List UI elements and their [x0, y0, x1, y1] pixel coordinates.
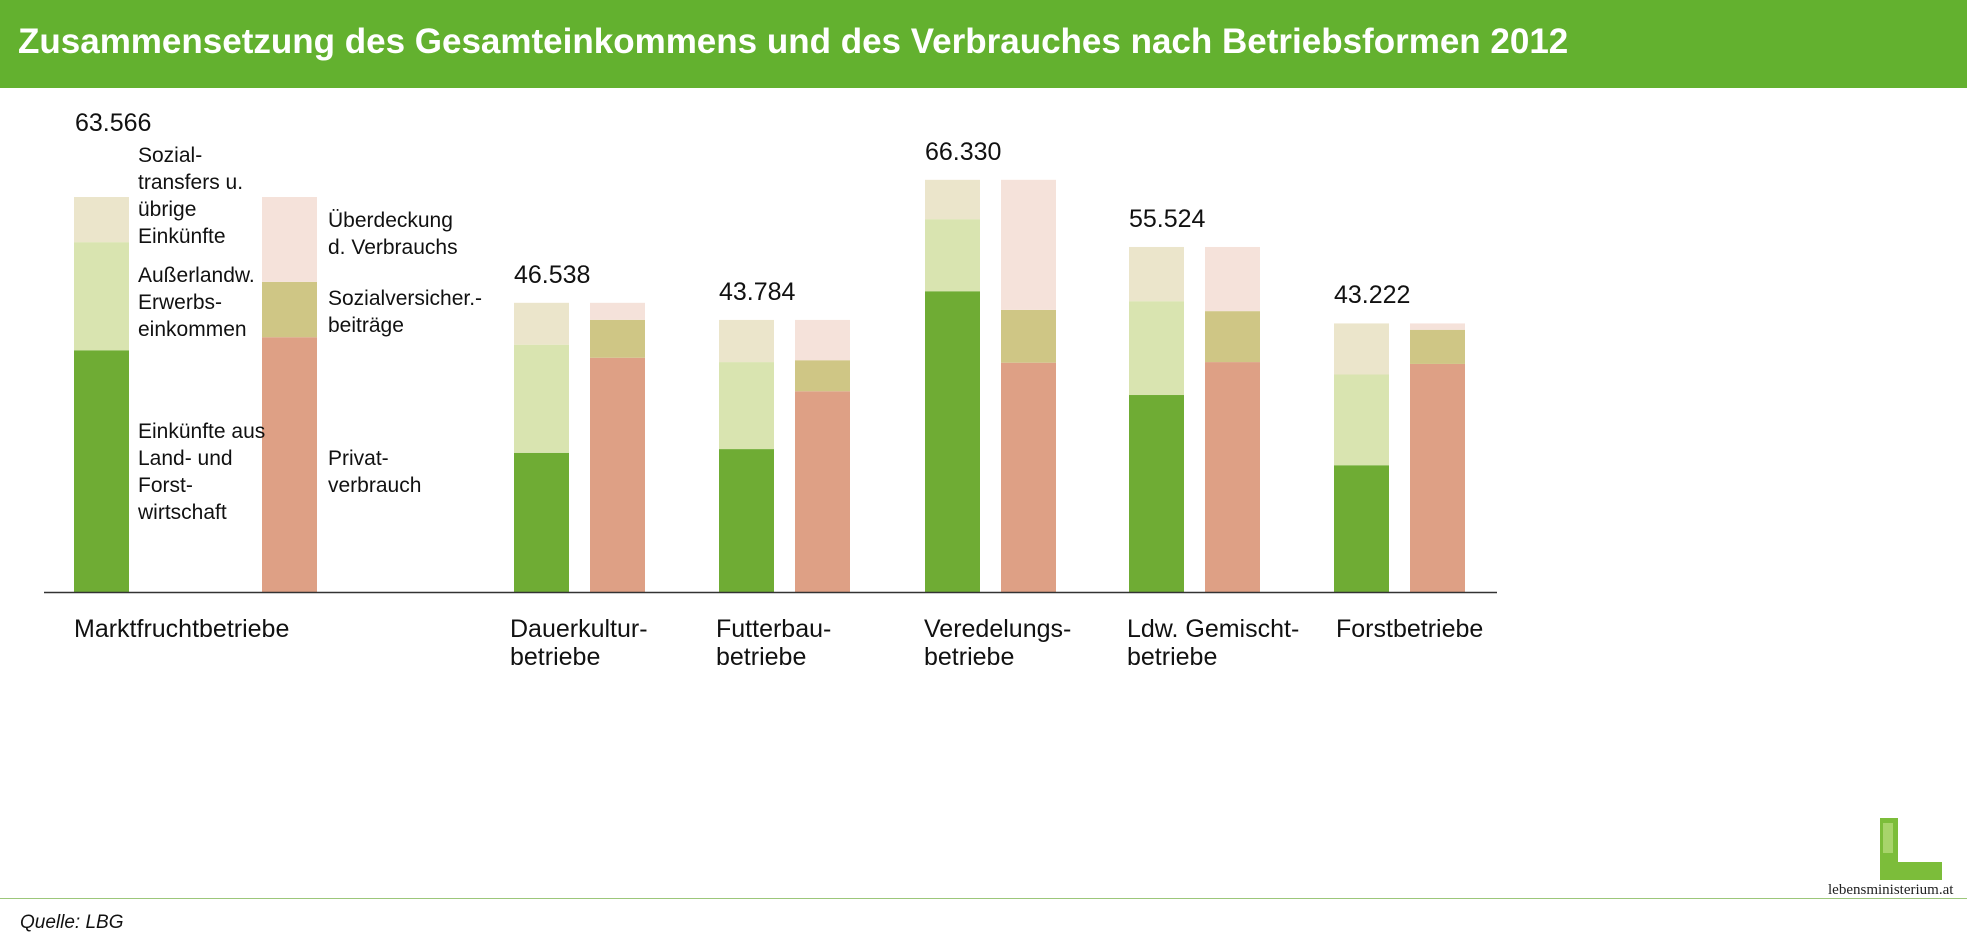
income-annotation: Außerlandw.: [138, 264, 255, 287]
total-label: 43.222: [1334, 281, 1411, 310]
consumption-annotation: Privat-: [328, 447, 389, 470]
category-label: betriebe: [1127, 643, 1218, 671]
income-bar-segment: [514, 302, 569, 345]
income-bar-segment: [1334, 374, 1389, 466]
income-bar-segment: [514, 452, 569, 592]
income-bar-segment: [1334, 323, 1389, 375]
category-label: betriebe: [924, 643, 1015, 671]
income-bar-segment: [1129, 395, 1184, 592]
income-bar-segment: [74, 197, 129, 243]
consumption-annotation: beiträge: [328, 314, 404, 337]
consumption-bar-segment: [1001, 179, 1056, 310]
category-label: Forstbetriebe: [1336, 615, 1484, 643]
consumption-bar-segment: [795, 391, 850, 592]
consumption-bar-segment: [262, 337, 317, 592]
income-annotation: wirtschaft: [138, 501, 227, 524]
total-label: 46.538: [514, 260, 591, 289]
income-bar-segment: [925, 179, 980, 220]
income-bar-segment: [719, 362, 774, 450]
income-bar-segment: [1129, 246, 1184, 302]
total-label: 43.784: [719, 277, 796, 306]
income-annotation: Land- und: [138, 447, 233, 470]
footer-divider: [0, 898, 1967, 899]
income-annotation: übrige: [138, 198, 197, 221]
income-bar-segment: [74, 242, 129, 351]
consumption-annotation: d. Verbrauchs: [328, 236, 458, 259]
income-bar-segment: [925, 219, 980, 292]
consumption-bar-segment: [795, 319, 850, 361]
income-annotation: Sozial-: [138, 144, 203, 167]
income-annotation: Forst-: [138, 474, 193, 497]
consumption-annotation: Überdeckung: [328, 209, 453, 232]
category-label: Futterbau-: [716, 615, 832, 643]
category-label: betriebe: [510, 643, 601, 671]
consumption-bar-segment: [1001, 362, 1056, 592]
income-bar-segment: [719, 319, 774, 363]
chart-title: Zusammensetzung des Gesamteinkommens und…: [18, 22, 1569, 61]
consumption-bar-segment: [1205, 362, 1260, 592]
consumption-bar-segment: [262, 197, 317, 282]
consumption-bar-segment: [1205, 311, 1260, 363]
consumption-bar-segment: [795, 360, 850, 392]
income-annotation: Erwerbs-: [138, 291, 223, 314]
logo-icon: [1880, 818, 1942, 880]
income-bar-segment: [1129, 301, 1184, 396]
category-label: Veredelungs-: [924, 615, 1072, 643]
category-label: Ldw. Gemischt-: [1127, 615, 1300, 643]
consumption-bar-segment: [1410, 363, 1465, 592]
income-bar-segment: [719, 449, 774, 592]
source-note: Quelle: LBG: [20, 912, 124, 933]
category-label: betriebe: [716, 643, 807, 671]
income-annotation: Einkünfte aus: [138, 420, 266, 443]
total-label: 63.566: [75, 109, 152, 137]
consumption-annotation: verbrauch: [328, 474, 422, 497]
income-annotation: transfers u.: [138, 171, 244, 194]
consumption-bar-segment: [590, 357, 645, 592]
logo-text: lebensministerium.at: [1828, 882, 1954, 898]
income-annotation: einkommen: [138, 318, 247, 341]
total-label: 55.524: [1129, 204, 1206, 233]
income-annotation: Einkünfte: [138, 225, 226, 248]
income-bar-segment: [514, 344, 569, 453]
income-bar-segment: [74, 350, 129, 592]
consumption-annotation: Sozialversicher.-: [328, 287, 483, 310]
consumption-bar-segment: [1001, 309, 1056, 363]
consumption-bar-segment: [590, 319, 645, 358]
consumption-bar-segment: [590, 302, 645, 320]
income-bar-segment: [1334, 465, 1389, 592]
title-bar: Zusammensetzung des Gesamteinkommens und…: [0, 0, 1967, 88]
consumption-bar-segment: [262, 281, 317, 338]
consumption-bar-segment: [1205, 246, 1260, 312]
category-label: Marktfruchtbetriebe: [74, 615, 290, 643]
category-label: Dauerkultur-: [510, 615, 648, 643]
consumption-bar-segment: [1410, 329, 1465, 364]
total-label: 66.330: [925, 137, 1002, 166]
income-bar-segment: [925, 291, 980, 592]
consumption-bar-segment: [1410, 323, 1465, 330]
